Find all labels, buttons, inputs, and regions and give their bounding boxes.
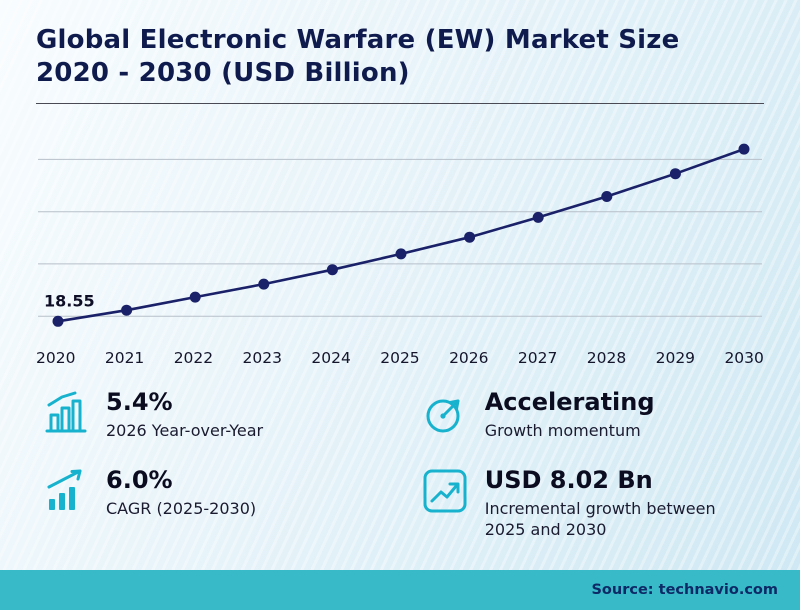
stat-label: 2026 Year-over-Year [106,420,264,440]
data-point [121,304,133,316]
stat-label: Incremental growth between 2025 and 2030 [484,499,716,539]
source-text: Source: technavio.com [591,582,778,598]
stat-value: USD 8.02 Bn [484,466,653,495]
gauge-icon [421,389,469,437]
data-point [601,191,613,203]
stat-text: Accelerating Growth momentum [484,388,655,441]
data-point [189,291,201,303]
stat-momentum: Accelerating Growth momentum [421,388,758,441]
stat-yoy-growth: 5.4% 2026 Year-over-Year [42,388,393,441]
data-point [395,248,407,260]
data-point [532,211,544,223]
data-point [464,231,476,243]
data-point [669,168,681,180]
data-point [52,315,64,327]
x-axis-label: 2025 [380,349,420,368]
x-axis-label: 2030 [724,349,764,368]
rising-bars-arrow-icon [42,467,90,515]
x-axis-label: 2028 [586,349,627,368]
chart-area: 18.55 2020 2021 2022 2023 2024 2025 2026 2027 20… [36,110,764,367]
stat-incremental-growth: USD 8.02 Bn Incremental growth between 2… [421,467,758,540]
stat-value: 6.0% [106,466,173,495]
data-point [738,143,750,155]
stat-value: 5.4% [106,388,173,417]
x-axis-label: 2022 [173,349,214,368]
growth-chart-icon [421,467,469,515]
x-axis-labels: 2020 2021 2022 2023 2024 2025 2026 2027 2028 2029… [36,349,764,367]
x-axis-label: 2029 [655,349,696,368]
data-point [326,264,338,276]
stat-label: CAGR (2025-2030) [106,499,257,519]
stat-text: 5.4% 2026 Year-over-Year [106,388,264,441]
first-point-label: 18.55 [44,291,95,310]
x-axis-label: 2026 [449,349,489,368]
stat-text: 6.0% CAGR (2025-2030) [106,467,256,519]
x-axis-label: 2027 [517,349,558,368]
data-point [258,278,270,290]
x-axis-label: 2024 [311,349,351,368]
series-line [57,147,745,323]
stat-text: USD 8.02 Bn Incremental growth between 2… [485,467,725,540]
bar-chart-icon [42,389,90,437]
x-axis-label: 2021 [104,349,145,368]
x-axis-label: 2023 [242,349,282,368]
page-title: Global Electronic Warfare (EW) Market Si… [36,25,680,89]
market-line-chart: 18.55 [38,143,762,327]
footer-bar: Source: technavio.com [0,570,800,610]
x-axis-label: 2020 [36,349,76,368]
stat-label: Growth momentum [484,420,641,440]
title-divider [36,103,764,105]
stat-cagr: 6.0% CAGR (2025-2030) [42,467,393,540]
content-area: Global Electronic Warfare (EW) Market Si… [36,25,764,541]
stat-value: Accelerating [484,388,655,417]
stats-grid: 5.4% 2026 Year-over-Year Accelerating [36,388,764,541]
